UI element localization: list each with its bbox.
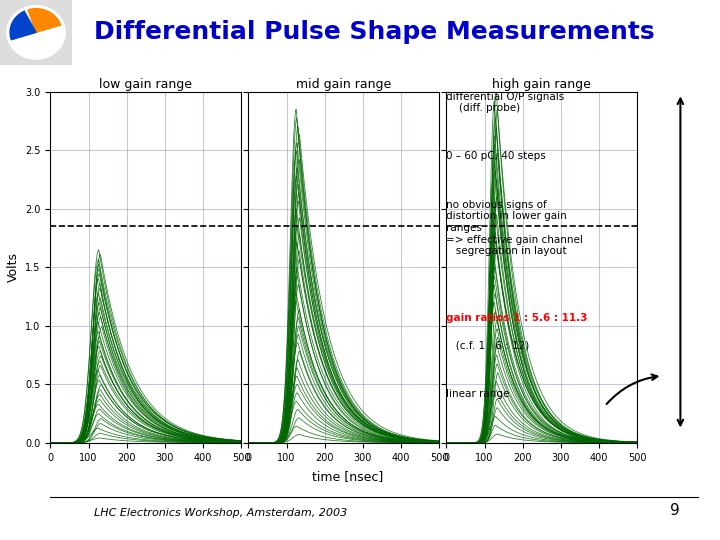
Bar bbox=[0, 0, 72, 65]
Text: time [nsec]: time [nsec] bbox=[312, 470, 383, 483]
Polygon shape bbox=[7, 6, 66, 59]
Text: (c.f. 1 : 6 : 12): (c.f. 1 : 6 : 12) bbox=[446, 340, 530, 350]
Text: no obvious signs of
distortion in lower gain
ranges
=> effective gain channel
  : no obvious signs of distortion in lower … bbox=[446, 200, 583, 256]
Text: linear range: linear range bbox=[446, 389, 510, 399]
Text: 0 – 60 pC, 40 steps: 0 – 60 pC, 40 steps bbox=[446, 151, 546, 161]
Text: 9: 9 bbox=[670, 503, 680, 518]
Title: mid gain range: mid gain range bbox=[296, 78, 392, 91]
Polygon shape bbox=[10, 11, 36, 40]
Title: low gain range: low gain range bbox=[99, 78, 192, 91]
Polygon shape bbox=[28, 9, 60, 32]
Title: high gain range: high gain range bbox=[492, 78, 591, 91]
Text: gain ratios 1 : 5.6 : 11.3: gain ratios 1 : 5.6 : 11.3 bbox=[446, 313, 588, 323]
Text: LHC Electronics Workshop, Amsterdam, 2003: LHC Electronics Workshop, Amsterdam, 200… bbox=[94, 508, 347, 518]
Text: differential O/P signals
    (diff. probe): differential O/P signals (diff. probe) bbox=[446, 92, 564, 113]
Text: Differential Pulse Shape Measurements: Differential Pulse Shape Measurements bbox=[94, 21, 654, 44]
Y-axis label: Volts: Volts bbox=[6, 252, 19, 282]
